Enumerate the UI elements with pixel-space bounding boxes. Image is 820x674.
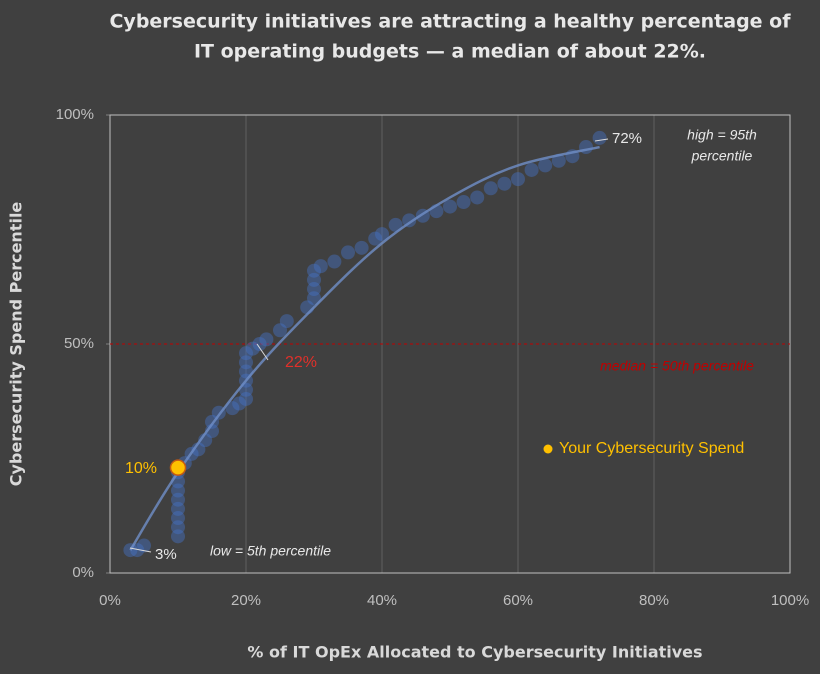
legend-label: Your Cybersecurity Spend — [559, 440, 744, 457]
chart-title: IT operating budgets — a median of about… — [194, 41, 706, 63]
chart-title: Cybersecurity initiatives are attracting… — [109, 11, 791, 33]
data-point — [313, 259, 328, 274]
annotation: 10% — [125, 460, 157, 477]
data-point — [171, 520, 185, 535]
data-point — [443, 199, 457, 214]
data-point — [239, 346, 253, 361]
data-point — [483, 181, 498, 196]
data-point — [538, 158, 553, 173]
data-point — [368, 231, 383, 246]
x-tick-label: 60% — [503, 592, 533, 609]
data-point — [252, 337, 267, 351]
y-tick-label: 100% — [56, 106, 94, 123]
data-point — [341, 245, 355, 260]
data-point — [388, 217, 403, 232]
leader-line — [129, 547, 152, 553]
data-point — [259, 332, 274, 347]
annotation: low = 5th percentile — [210, 543, 331, 559]
data-point — [171, 501, 185, 516]
y-tick-label: 50% — [64, 335, 94, 352]
data-point — [245, 341, 260, 356]
data-point — [354, 240, 369, 255]
annotation: high = 95th — [687, 127, 757, 143]
x-tick-label: 0% — [99, 592, 121, 609]
trendline — [129, 145, 600, 551]
data-point — [225, 401, 240, 416]
data-point — [592, 130, 607, 145]
data-point — [456, 195, 471, 210]
x-tick-label: 100% — [771, 592, 809, 609]
annotation: 72% — [612, 130, 642, 147]
data-point — [307, 272, 321, 287]
data-point — [171, 511, 185, 526]
data-point — [524, 162, 539, 177]
y-tick-label: 0% — [72, 564, 94, 581]
data-point — [239, 391, 253, 406]
data-point — [551, 153, 566, 168]
data-point — [239, 355, 253, 370]
x-tick-label: 20% — [231, 592, 261, 609]
leader-line — [594, 138, 609, 142]
annotation: 3% — [155, 546, 177, 563]
data-point — [171, 529, 185, 544]
annotation: percentile — [691, 148, 753, 164]
legend-marker — [543, 444, 553, 454]
annotation: 22% — [285, 354, 317, 371]
x-tick-label: 40% — [367, 592, 397, 609]
data-point — [171, 492, 185, 507]
x-tick-label: 80% — [639, 592, 669, 609]
data-point — [307, 263, 321, 278]
data-point — [279, 314, 294, 329]
y-axis-title: Cybersecurity Spend Percentile — [7, 202, 26, 487]
data-point — [511, 172, 525, 187]
data-point — [232, 396, 247, 411]
leader-line — [256, 343, 269, 361]
data-point — [470, 190, 485, 205]
data-point — [307, 291, 321, 306]
data-point — [307, 282, 321, 297]
data-point — [327, 254, 342, 269]
data-point — [402, 213, 417, 228]
data-point — [137, 538, 151, 553]
your-spend-point — [169, 459, 187, 476]
data-point — [171, 483, 185, 498]
annotation: median = 50th percentile — [600, 358, 754, 374]
x-axis-title: % of IT OpEx Allocated to Cybersecurity … — [247, 643, 702, 662]
data-point — [375, 227, 389, 242]
data-point — [273, 323, 287, 338]
data-point — [497, 176, 512, 191]
